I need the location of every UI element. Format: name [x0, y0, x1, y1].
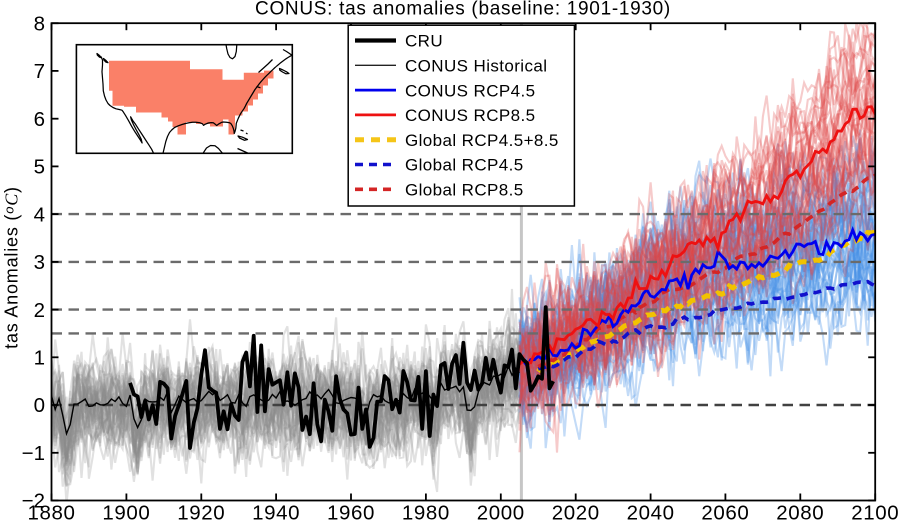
svg-text:1960: 1960 — [327, 502, 375, 525]
svg-text:2040: 2040 — [627, 502, 675, 525]
svg-text:2020: 2020 — [552, 502, 600, 525]
svg-text:CONUS: tas anomalies (baseline: CONUS: tas anomalies (baseline: 1901-193… — [255, 0, 671, 20]
svg-text:1900: 1900 — [102, 502, 150, 525]
svg-text:2000: 2000 — [477, 502, 525, 525]
svg-text:3: 3 — [34, 251, 45, 274]
svg-text:Global RCP8.5: Global RCP8.5 — [405, 181, 524, 200]
svg-text:2060: 2060 — [701, 502, 749, 525]
svg-text:Global RCP4.5: Global RCP4.5 — [405, 156, 524, 175]
svg-text:7: 7 — [34, 60, 45, 83]
svg-text:CONUS Historical: CONUS Historical — [405, 57, 547, 76]
svg-text:4: 4 — [34, 203, 45, 226]
svg-text:1: 1 — [34, 347, 45, 370]
svg-text:1940: 1940 — [252, 502, 300, 525]
svg-text:5: 5 — [34, 156, 45, 179]
svg-text:CRU: CRU — [405, 32, 443, 51]
svg-text:−2: −2 — [22, 490, 45, 513]
svg-text:2: 2 — [34, 299, 45, 322]
svg-text:2100: 2100 — [851, 502, 899, 525]
svg-text:Global RCP4.5+8.5: Global RCP4.5+8.5 — [405, 131, 559, 150]
svg-text:CONUS RCP4.5: CONUS RCP4.5 — [405, 81, 535, 100]
svg-text:8: 8 — [34, 12, 45, 35]
svg-text:1920: 1920 — [177, 502, 225, 525]
svg-text:1880: 1880 — [27, 502, 75, 525]
svg-text:1980: 1980 — [402, 502, 450, 525]
svg-text:0: 0 — [34, 394, 45, 417]
svg-text:CONUS RCP8.5: CONUS RCP8.5 — [405, 106, 535, 125]
svg-text:tas Anomalies (oC): tas Anomalies (oC) — [2, 186, 22, 349]
svg-text:6: 6 — [34, 108, 45, 131]
svg-text:−1: −1 — [22, 442, 45, 465]
svg-text:2080: 2080 — [776, 502, 824, 525]
